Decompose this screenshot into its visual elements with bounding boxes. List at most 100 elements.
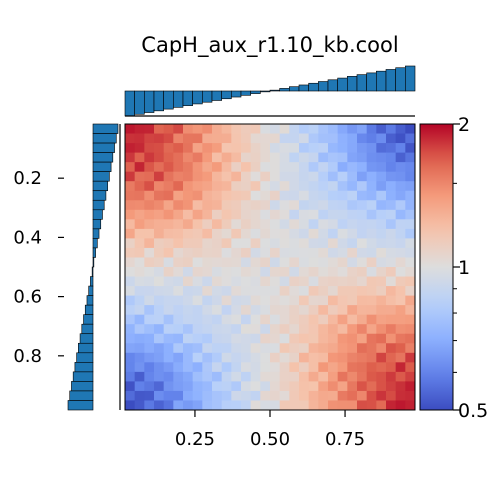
heatmap-cell	[328, 181, 339, 192]
heatmap-cell	[154, 257, 165, 268]
heatmap-cell	[318, 247, 329, 258]
heatmap-cell	[376, 295, 387, 306]
left-marginal-bar	[92, 133, 117, 144]
heatmap-cell	[366, 324, 377, 335]
heatmap-cell	[163, 171, 174, 182]
heatmap-cell	[202, 219, 213, 230]
heatmap-cell	[386, 362, 397, 373]
heatmap-cell	[173, 362, 184, 373]
heatmap-cell	[386, 152, 397, 163]
top-marginal-bar	[279, 88, 290, 92]
heatmap-cell	[366, 238, 377, 249]
heatmap-cell	[357, 400, 368, 411]
heatmap-cell	[260, 305, 271, 316]
heatmap-cell	[289, 295, 300, 306]
heatmap-cell	[144, 286, 155, 296]
heatmap-cell	[163, 181, 174, 192]
heatmap-cell	[250, 133, 261, 144]
heatmap-cell	[376, 352, 387, 363]
heatmap-cell	[289, 343, 300, 354]
heatmap-cell	[395, 162, 406, 173]
heatmap-cell	[405, 133, 416, 144]
heatmap-cell	[289, 200, 300, 211]
heatmap-cell	[202, 143, 213, 153]
heatmap-cell	[308, 143, 319, 153]
y-tick-label: 0.6	[13, 287, 42, 308]
top-marginal-bar	[337, 77, 348, 92]
heatmap-cell	[221, 400, 232, 411]
left-marginal-bar	[92, 257, 95, 268]
heatmap-cell	[250, 371, 261, 382]
heatmap-cell	[318, 181, 329, 192]
heatmap-cell	[134, 286, 145, 296]
x-axis: 0.25 0.50 0.75	[175, 410, 365, 450]
heatmap-cell	[386, 267, 397, 277]
heatmap-cell	[260, 238, 271, 249]
heatmap-cell	[318, 171, 329, 182]
heatmap-cell	[357, 343, 368, 354]
heatmap-cell	[260, 190, 271, 201]
heatmap-cell	[250, 200, 261, 211]
left-marginal-bar	[92, 123, 119, 134]
heatmap-cell	[202, 333, 213, 344]
left-marginal-bar	[74, 362, 94, 373]
heatmap-cell	[192, 200, 203, 211]
heatmap-cell	[212, 381, 223, 392]
heatmap-cell	[279, 190, 290, 201]
heatmap-cell	[163, 162, 174, 173]
top-marginal-bar	[327, 79, 338, 92]
heatmap-cell	[289, 238, 300, 249]
heatmap-cell	[202, 314, 213, 325]
heatmap-cell	[279, 228, 290, 239]
heatmap-cell	[173, 286, 184, 296]
heatmap-cell	[299, 381, 310, 392]
heatmap-cell	[270, 371, 281, 382]
heatmap-cell	[347, 219, 358, 230]
heatmap-cell	[395, 133, 406, 144]
heatmap-cell	[183, 171, 194, 182]
heatmap-cell	[154, 162, 165, 173]
heatmap-cell	[405, 333, 416, 344]
heatmap-cell	[405, 247, 416, 258]
heatmap-cell	[154, 228, 165, 239]
left-marginal-bar	[86, 295, 94, 306]
left-marginal-bar	[92, 152, 114, 163]
heatmap-cell	[250, 257, 261, 268]
heatmap-cell	[250, 238, 261, 249]
heatmap-cell	[212, 152, 223, 163]
heatmap-cell	[357, 219, 368, 230]
heatmap-cell	[144, 247, 155, 258]
heatmap-cell	[250, 286, 261, 296]
heatmap-cell	[192, 343, 203, 354]
top-marginal-bar	[173, 90, 184, 108]
heatmap-cell	[279, 286, 290, 296]
heatmap-cell	[299, 371, 310, 382]
heatmap-cell	[395, 276, 406, 287]
heatmap-cell	[192, 257, 203, 268]
heatmap-cell	[376, 171, 387, 182]
heatmap-cell	[337, 124, 348, 134]
heatmap-cell	[395, 219, 406, 230]
heatmap-cell	[270, 390, 281, 401]
heatmap-cell	[337, 152, 348, 163]
heatmap-cell	[405, 314, 416, 325]
heatmap-cell	[318, 143, 329, 153]
heatmap-cell	[192, 314, 203, 325]
heatmap-cell	[241, 267, 252, 277]
heatmap-cell	[270, 238, 281, 249]
heatmap-cell	[405, 209, 416, 220]
heatmap-cell	[279, 152, 290, 163]
heatmap-cell	[231, 238, 242, 249]
heatmap-cell	[144, 124, 155, 134]
heatmap-cell	[357, 133, 368, 144]
heatmap-cell	[289, 162, 300, 173]
top-marginal-bar	[269, 89, 280, 92]
heatmap-cell	[241, 286, 252, 296]
heatmap-cell	[386, 219, 397, 230]
heatmap-cell	[308, 171, 319, 182]
heatmap-cell	[366, 247, 377, 258]
heatmap-cell	[318, 124, 329, 134]
heatmap-cell	[337, 247, 348, 258]
y-tick-label: 0.8	[13, 346, 42, 367]
heatmap-cell	[308, 209, 319, 220]
